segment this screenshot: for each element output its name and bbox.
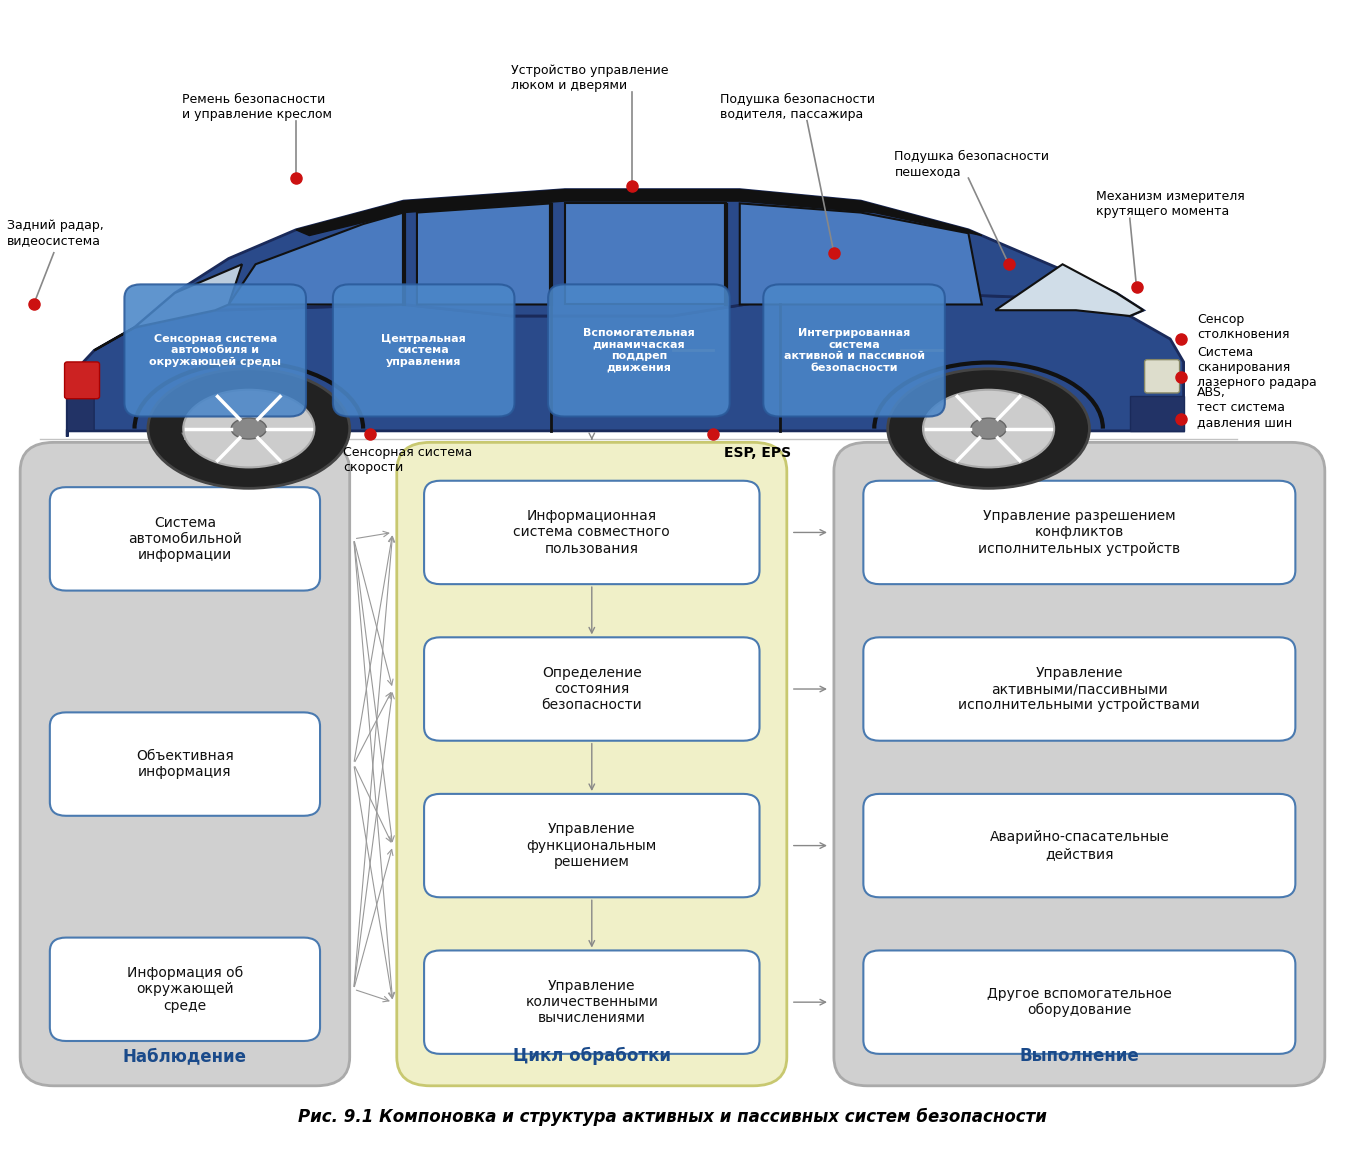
FancyBboxPatch shape (50, 712, 320, 816)
FancyBboxPatch shape (424, 950, 760, 1054)
Text: Управление
функциональным
решением: Управление функциональным решением (527, 823, 656, 869)
Polygon shape (740, 203, 982, 304)
Text: Система
сканирования
лазерного радара: Система сканирования лазерного радара (1197, 346, 1317, 390)
Text: Информационная
система совместного
пользования: Информационная система совместного польз… (514, 509, 670, 556)
Polygon shape (67, 293, 1184, 437)
Text: Определение
состояния
безопасности: Определение состояния безопасности (542, 665, 642, 712)
Polygon shape (417, 203, 551, 304)
Text: Управление
количественными
вычислениями: Управление количественными вычислениями (526, 979, 658, 1025)
Ellipse shape (148, 369, 350, 488)
FancyBboxPatch shape (863, 480, 1295, 584)
FancyBboxPatch shape (50, 938, 320, 1041)
FancyBboxPatch shape (424, 480, 760, 584)
FancyBboxPatch shape (863, 638, 1295, 741)
Polygon shape (565, 203, 726, 304)
Text: Ремень безопасности
и управление креслом: Ремень безопасности и управление креслом (182, 93, 332, 121)
Text: Управление разрешением
конфликтов
исполнительных устройств: Управление разрешением конфликтов исполн… (978, 509, 1181, 556)
Text: Управление
активными/пассивными
исполнительными устройствами: Управление активными/пассивными исполнит… (959, 665, 1200, 712)
FancyBboxPatch shape (50, 487, 320, 591)
FancyBboxPatch shape (834, 442, 1325, 1086)
Text: Наблюдение: Наблюдение (122, 1047, 247, 1065)
Text: Аварийно-спасательные
действия: Аварийно-спасательные действия (990, 831, 1169, 861)
Text: Интегрированная
система
активной и пассивной
безопасности: Интегрированная система активной и пасси… (784, 329, 924, 372)
Text: Сенсор
столкновения: Сенсор столкновения (1197, 314, 1290, 341)
Polygon shape (296, 190, 982, 236)
Ellipse shape (971, 418, 1006, 439)
FancyBboxPatch shape (20, 442, 350, 1086)
Ellipse shape (183, 390, 315, 468)
Text: Цикл обработки: Цикл обработки (512, 1047, 671, 1065)
Text: Сенсорная система
автомобиля и
окружающей среды: Сенсорная система автомобиля и окружающе… (149, 334, 281, 367)
FancyBboxPatch shape (424, 794, 760, 897)
Polygon shape (995, 264, 1143, 316)
Text: Объективная
информация: Объективная информация (136, 749, 234, 779)
FancyBboxPatch shape (549, 285, 729, 417)
Text: Устройство управление
люком и дверями: Устройство управление люком и дверями (511, 64, 668, 92)
FancyBboxPatch shape (1145, 360, 1180, 393)
Text: Сенсорная система
скорости: Сенсорная система скорости (343, 446, 472, 473)
Ellipse shape (923, 390, 1054, 468)
Text: ESP, EPS: ESP, EPS (724, 446, 791, 460)
Text: Выполнение: Выполнение (1020, 1047, 1139, 1065)
Text: Подушка безопасности
пешехода: Подушка безопасности пешехода (894, 151, 1049, 178)
Text: Рис. 9.1 Компоновка и структура активных и пассивных систем безопасности: Рис. 9.1 Компоновка и структура активных… (299, 1108, 1046, 1126)
Text: Задний радар,
видеосистема: Задний радар, видеосистема (7, 219, 104, 247)
Text: Механизм измерителя
крутящего момента: Механизм измерителя крутящего момента (1096, 191, 1245, 218)
Text: Другое вспомогательное
оборудование: Другое вспомогательное оборудование (987, 987, 1171, 1017)
Polygon shape (94, 264, 242, 350)
Text: ABS,
тест система
давления шин: ABS, тест система давления шин (1197, 386, 1293, 430)
FancyBboxPatch shape (0, 23, 1345, 442)
Text: Вспомогательная
динамичаская
поддреп
движения: Вспомогательная динамичаская поддреп дви… (582, 329, 695, 372)
FancyBboxPatch shape (65, 362, 100, 399)
FancyBboxPatch shape (124, 285, 307, 417)
FancyBboxPatch shape (397, 442, 787, 1086)
FancyBboxPatch shape (863, 950, 1295, 1054)
Polygon shape (229, 213, 404, 304)
Text: Информация об
окружающей
среде: Информация об окружающей среде (126, 966, 243, 1012)
Text: Подушка безопасности
водителя, пассажира: Подушка безопасности водителя, пассажира (720, 93, 874, 121)
FancyBboxPatch shape (334, 285, 514, 417)
Polygon shape (67, 379, 94, 431)
Polygon shape (1130, 396, 1184, 431)
Polygon shape (134, 190, 1143, 327)
Ellipse shape (231, 418, 266, 439)
FancyBboxPatch shape (424, 638, 760, 741)
FancyBboxPatch shape (863, 794, 1295, 897)
FancyBboxPatch shape (764, 285, 944, 417)
Text: Система
автомобильной
информации: Система автомобильной информации (128, 516, 242, 562)
Ellipse shape (888, 369, 1089, 488)
Text: Центральная
система
управления: Центральная система управления (381, 334, 467, 367)
